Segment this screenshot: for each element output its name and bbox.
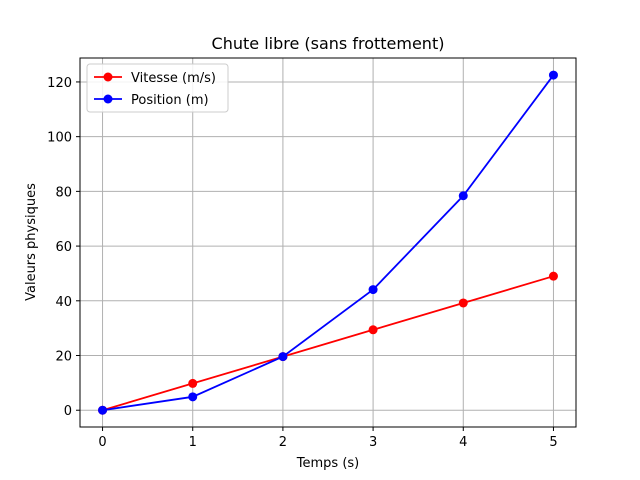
y-tick-label: 100 <box>47 131 72 146</box>
legend-marker <box>103 94 113 104</box>
series-1 <box>98 70 558 415</box>
data-point <box>458 298 468 308</box>
legend-marker <box>103 72 113 82</box>
y-tick-label: 120 <box>47 76 72 91</box>
data-point <box>368 285 378 295</box>
x-tick-label: 1 <box>189 435 197 450</box>
y-tick-label: 0 <box>64 404 72 419</box>
x-tick-label: 3 <box>369 435 377 450</box>
chart-title: Chute libre (sans frottement) <box>212 34 445 53</box>
y-tick-label: 40 <box>55 295 72 310</box>
plot-frame <box>79 57 577 428</box>
series-layer <box>98 70 558 415</box>
data-point <box>188 392 198 402</box>
legend: Vitesse (m/s) Position (m) <box>86 63 229 113</box>
series-0 <box>98 271 558 415</box>
legend-item: Position (m) <box>94 93 209 108</box>
y-tick-label: 60 <box>55 240 72 255</box>
axis-ticks: 0 1 2 3 4 5 0 20 40 60 80 100 120 <box>47 76 557 450</box>
y-axis-label: Valeurs physiques <box>24 183 39 301</box>
legend-item: Vitesse (m/s) <box>94 71 216 86</box>
series-line <box>102 275 554 412</box>
series-line <box>102 74 555 412</box>
data-point <box>548 271 558 281</box>
y-tick-label: 80 <box>55 185 72 200</box>
grid <box>80 58 576 427</box>
legend-box <box>86 63 229 113</box>
x-tick-label: 4 <box>459 435 467 450</box>
data-point <box>458 191 468 201</box>
data-point <box>368 325 378 335</box>
x-tick-label: 5 <box>549 435 557 450</box>
x-tick-label: 2 <box>279 435 287 450</box>
data-point <box>98 405 108 415</box>
data-point <box>278 352 288 362</box>
y-tick-label: 20 <box>55 350 72 365</box>
data-point <box>548 70 558 80</box>
x-tick-label: 0 <box>98 435 106 450</box>
x-axis-label: Temps (s) <box>296 456 359 471</box>
legend-label: Vitesse (m/s) <box>131 71 216 86</box>
legend-label: Position (m) <box>131 93 209 108</box>
data-point <box>188 378 198 388</box>
